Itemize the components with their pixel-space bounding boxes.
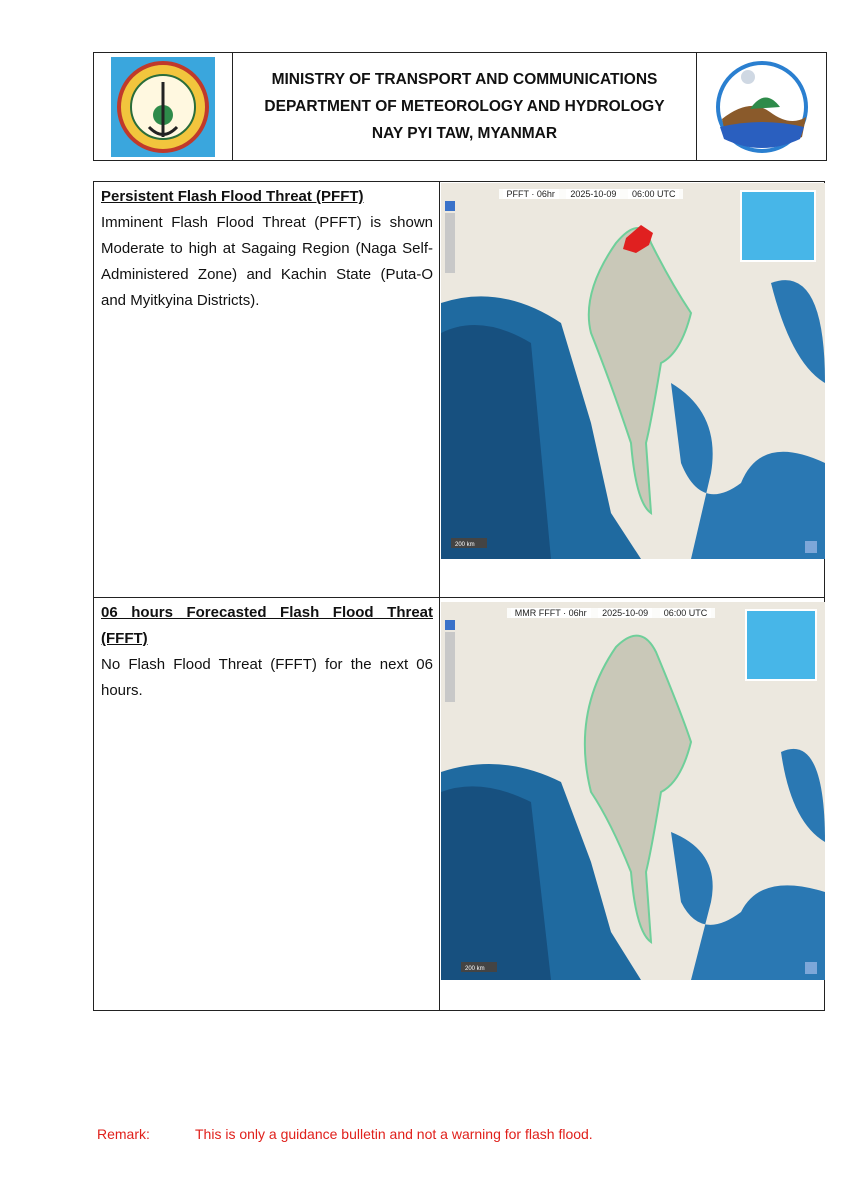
location: NAY PYI TAW, MYANMAR — [371, 125, 558, 142]
letterhead: MINISTRY OF TRANSPORT AND COMMUNICATIONS… — [93, 52, 827, 161]
department-name: DEPARTMENT OF METEOROLOGY AND HYDROLOGY — [264, 98, 665, 115]
hydrology-logo-cell — [697, 53, 826, 160]
column-divider — [439, 182, 440, 1010]
pfft-map[interactable]: 200 km PFFT · 06hr 2025-10-09 06:00 UTC — [441, 183, 825, 559]
pfft-section: Persistent Flash Flood Threat (PFFT) Imm… — [101, 184, 433, 314]
ffft-section: 06 hours Forecasted Flash Flood Threat (… — [101, 600, 433, 704]
ministry-name: MINISTRY OF TRANSPORT AND COMMUNICATIONS — [271, 71, 658, 88]
row-divider — [94, 597, 824, 598]
threat-area — [623, 225, 653, 253]
ministry-logo — [110, 56, 215, 157]
remark: Remark: This is only a guidance bulletin … — [97, 1126, 593, 1142]
ffft-map[interactable]: 200 km MMR FFFT · 06hr 2025-10-09 06:00 … — [441, 602, 825, 980]
letterhead-title: MINISTRY OF TRANSPORT AND COMMUNICATIONS… — [233, 53, 698, 160]
pfft-map-title: PFFT · 06hr 2025-10-09 06:00 UTC — [441, 189, 741, 199]
scale-bar: 200 km — [455, 542, 475, 548]
ffft-title: 06 hours Forecasted Flash Flood Threat (… — [101, 604, 433, 647]
ffft-body: No Flash Flood Threat (FFFT) for the nex… — [101, 656, 433, 699]
pfft-body: Imminent Flash Flood Threat (PFFT) is sh… — [101, 214, 433, 309]
ministry-logo-cell — [94, 53, 233, 160]
scale-bar: 200 km — [465, 966, 485, 972]
pfft-title: Persistent Flash Flood Threat (PFFT) — [101, 188, 364, 205]
remark-label: Remark: — [97, 1126, 150, 1142]
ffft-map-title: MMR FFFT · 06hr 2025-10-09 06:00 UTC — [461, 608, 761, 618]
bulletin-table: Persistent Flash Flood Threat (PFFT) Imm… — [93, 181, 825, 1011]
remark-text: This is only a guidance bulletin and not… — [195, 1126, 593, 1142]
hydrology-logo — [715, 60, 808, 153]
